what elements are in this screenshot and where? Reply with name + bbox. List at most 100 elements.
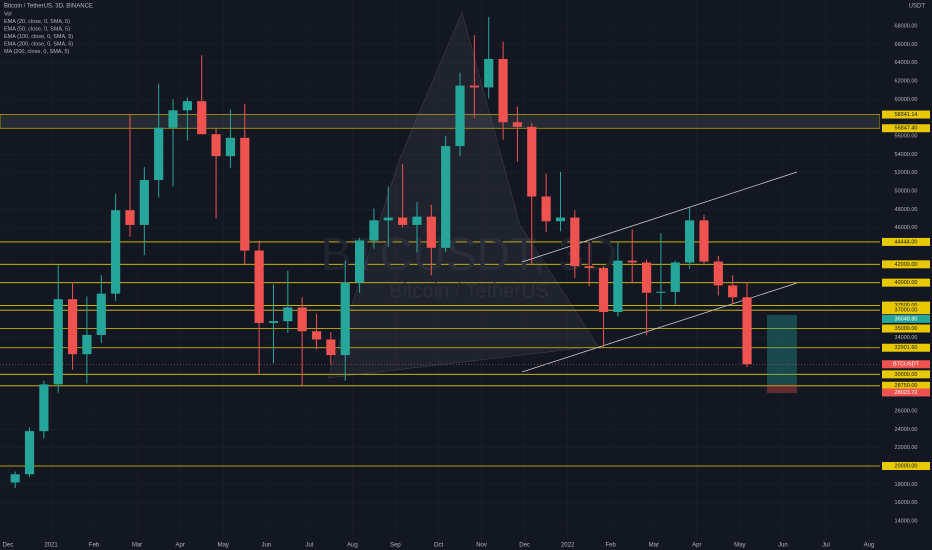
indicator-label: EMA (200, close, 0, SMA, 5): [4, 41, 73, 47]
candle-body: [297, 307, 307, 332]
candle-body: [168, 110, 178, 128]
candle-body: [426, 216, 436, 248]
level-label: 32901.60: [895, 345, 918, 351]
candle-body: [498, 58, 508, 123]
candle-body: [641, 262, 652, 293]
x-tick-label: Jul: [822, 543, 830, 549]
level-label: 42000.00: [895, 262, 918, 268]
level-label: 37000.00: [895, 308, 918, 314]
candle-body: [412, 216, 422, 225]
candle-body: [139, 179, 149, 225]
level-label: 44444.00: [895, 239, 918, 245]
level-label: 35000.00: [895, 326, 918, 332]
level-label: 28750.00: [895, 383, 918, 389]
y-tick-label: 24000.00: [895, 427, 918, 433]
price-tag-label: BTCUSDT: [893, 362, 920, 368]
plot: [10, 16, 752, 488]
x-tick-label: 2021: [44, 543, 58, 549]
candle-body: [225, 137, 236, 157]
y-tick-label: 64000.00: [895, 60, 918, 66]
candle-body: [728, 285, 738, 298]
x-tick-label: Aug: [347, 543, 358, 549]
candle-body: [340, 282, 350, 356]
candle-body: [211, 134, 221, 157]
candle-body: [713, 261, 723, 286]
zone-label: 56847.40: [895, 126, 918, 132]
indicator-label: MA (200, close, 0, SMA, 5): [4, 49, 70, 55]
candle-body: [354, 240, 365, 283]
y-tick-label: 14000.00: [895, 518, 918, 524]
candle-body: [326, 339, 336, 356]
level-label: 20000.00: [895, 463, 918, 469]
level-tag: [882, 278, 930, 287]
y-tick-label: 26000.00: [895, 408, 918, 414]
level-tag: [882, 381, 930, 390]
y-tick-label: 16000.00: [895, 500, 918, 506]
candle-body: [541, 196, 551, 222]
y-tick-label: 62000.00: [895, 78, 918, 84]
candle-body: [383, 217, 393, 221]
level-tag: [882, 324, 930, 333]
stop-tag: [882, 388, 930, 397]
channel-upper: [521, 171, 798, 263]
x-tick-label: Sep: [390, 543, 401, 549]
candle-body: [441, 146, 451, 248]
price-tag: [882, 360, 930, 369]
x-tick-label: Mar: [132, 543, 142, 549]
x-tick-label: Jun: [261, 543, 271, 549]
grid: [0, 114, 881, 467]
candle-body: [111, 210, 121, 294]
candle-body: [39, 384, 49, 432]
level-tag: [882, 343, 930, 352]
level-label: 40000.00: [895, 280, 918, 286]
candle-body: [240, 137, 250, 251]
x-tick-label: May: [218, 543, 229, 549]
x-tick-label: Aug: [864, 543, 875, 549]
target-label: 36048.80: [895, 316, 918, 322]
x-tick-label: Nov: [476, 543, 487, 549]
y-tick-label: 22000.00: [895, 445, 918, 451]
candle-body: [613, 260, 623, 312]
price-axis: [880, 0, 932, 550]
x-tick-label: Apr: [176, 543, 185, 549]
stop-label: 28023.72: [895, 390, 918, 396]
indicator-label: Vol: [4, 11, 12, 17]
y-tick-label: 68000.00: [895, 23, 918, 29]
candle-body: [254, 250, 264, 323]
candle-body: [182, 101, 192, 111]
level-tag: [882, 370, 930, 379]
candle-body: [598, 267, 609, 312]
level-label: 30000.00: [895, 372, 918, 378]
candle-body: [699, 220, 709, 262]
y-tick-label: 54000.00: [895, 152, 918, 158]
level-tag: [882, 461, 930, 470]
x-tick-label: Dec: [3, 543, 14, 549]
y-tick-label: 56000.00: [895, 133, 918, 139]
y-tick-label: 34000.00: [895, 335, 918, 341]
x-tick-label: Feb: [606, 543, 617, 549]
candle-body: [53, 299, 63, 385]
y-tick-label: 66000.00: [895, 42, 918, 48]
candle-body: [311, 331, 322, 340]
candle-body: [527, 126, 537, 197]
candle-body: [24, 431, 35, 475]
candle-body: [584, 266, 594, 268]
y-tick-label: 60000.00: [895, 97, 918, 103]
position-loss: [767, 385, 797, 393]
candle-body: [283, 307, 293, 322]
level-tag: [882, 306, 930, 315]
candle-body: [67, 299, 78, 355]
y-tick-label: 46000.00: [895, 225, 918, 231]
candle-body: [555, 217, 566, 222]
zone-tag: [882, 110, 930, 119]
candle-body: [154, 127, 164, 180]
candle-body: [197, 101, 207, 135]
x-tick-label: Jul: [306, 543, 314, 549]
y-tick-label: 50000.00: [895, 188, 918, 194]
x-tick-label: Feb: [89, 543, 100, 549]
candle-body: [670, 262, 680, 292]
x-tick-label: Oct: [434, 543, 444, 549]
level-label: 37500.00: [895, 303, 918, 309]
